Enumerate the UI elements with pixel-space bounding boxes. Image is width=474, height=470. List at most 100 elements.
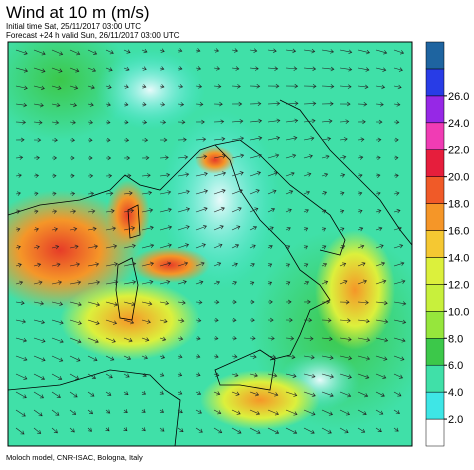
wind-arrow xyxy=(87,85,95,90)
colorbar-band xyxy=(425,95,445,124)
colorbar-band xyxy=(425,230,445,258)
wind-arrow xyxy=(285,48,297,54)
wind-arrow xyxy=(231,101,243,107)
wind-arrow xyxy=(177,372,183,377)
wind-arrow xyxy=(87,67,97,73)
wind-arrow xyxy=(141,155,150,161)
wind-arrow xyxy=(141,372,147,377)
wind-arrow xyxy=(15,155,24,160)
wind-arrow xyxy=(123,102,129,107)
wind-arrow xyxy=(177,66,183,71)
wind-arrow xyxy=(141,355,148,360)
wind-arrow xyxy=(231,262,238,267)
wind-arrow xyxy=(339,119,350,124)
title: Wind at 10 m (m/s) xyxy=(6,3,150,22)
wind-arrow xyxy=(303,409,316,416)
wind-arrow xyxy=(357,102,368,107)
wind-arrow xyxy=(303,355,315,360)
colorbar-label: 24.0 xyxy=(448,118,469,130)
wind-arrow xyxy=(87,191,95,196)
wind-arrow xyxy=(357,373,370,380)
wind-arrow xyxy=(87,173,94,179)
wind-arrow xyxy=(69,49,81,56)
wind-arrow xyxy=(285,227,291,232)
wind-arrow xyxy=(321,245,327,250)
wind-arrow xyxy=(33,209,39,214)
wind-arrow xyxy=(249,171,262,177)
wind-arrow xyxy=(213,101,223,107)
wind-arrow xyxy=(105,262,118,267)
wind-arrow xyxy=(339,244,346,250)
wind-arrow xyxy=(393,67,403,72)
wind-arrow xyxy=(159,409,164,413)
wind-arrow xyxy=(15,137,25,143)
wind-arrow xyxy=(69,85,79,90)
wind-arrow xyxy=(249,354,257,359)
wind-arrow xyxy=(15,85,28,90)
wind-arrow xyxy=(195,261,205,267)
wind-arrow xyxy=(357,49,371,55)
wind-arrow xyxy=(69,102,78,108)
wind-arrow xyxy=(285,118,299,124)
wind-arrow xyxy=(375,355,388,361)
wind-arrow xyxy=(357,427,366,433)
wind-arrow xyxy=(393,191,400,196)
wind-arrow xyxy=(321,172,329,178)
wind-arrow xyxy=(87,49,98,55)
wind-arrow xyxy=(195,154,208,159)
wind-arrow xyxy=(267,153,280,159)
wind-arrow xyxy=(123,391,129,396)
wind-arrow xyxy=(303,118,316,124)
wind-arrow xyxy=(15,227,21,232)
wind-arrow xyxy=(123,226,136,231)
wind-arrow xyxy=(69,319,82,325)
wind-arrow xyxy=(375,391,385,397)
wind-arrow xyxy=(177,225,190,231)
wind-arrow xyxy=(105,173,113,179)
wind-arrow xyxy=(231,225,241,231)
wind-arrow xyxy=(213,391,221,396)
initial-time: Initial time Sat, 25/11/2017 03:00 UTC xyxy=(6,22,141,31)
wind-arrow xyxy=(195,300,203,305)
wind-arrow xyxy=(393,301,407,306)
wind-arrow xyxy=(87,244,99,249)
wind-arrow xyxy=(33,409,43,417)
wind-arrow xyxy=(357,244,365,249)
wind-arrow xyxy=(123,261,137,267)
wind-arrow xyxy=(195,171,208,177)
wind-arrow xyxy=(141,243,155,249)
wind-arrow xyxy=(195,336,201,341)
wind-arrow xyxy=(195,66,202,71)
wind-arrow xyxy=(339,101,351,107)
wind-arrow xyxy=(321,427,332,434)
wind-arrow xyxy=(51,49,64,56)
wind-arrow xyxy=(15,427,25,435)
wind-arrow xyxy=(375,427,382,433)
wind-arrow xyxy=(285,208,292,213)
wind-arrow xyxy=(375,173,381,178)
map-frame xyxy=(7,41,413,447)
colorbar-label: 6.0 xyxy=(448,360,463,372)
wind-arrow xyxy=(375,119,383,125)
wind-arrow xyxy=(303,227,309,232)
wind-arrow xyxy=(105,137,111,143)
wind-arrow xyxy=(33,245,40,250)
wind-arrow xyxy=(123,319,135,325)
wind-arrow xyxy=(177,207,191,213)
wind-arrow xyxy=(231,84,241,89)
wind-arrow xyxy=(339,427,349,434)
wind-arrow xyxy=(249,66,259,71)
wind-arrow xyxy=(231,188,243,195)
wind-arrow xyxy=(15,120,27,125)
wind-arrow xyxy=(69,173,75,179)
wind-arrow xyxy=(123,173,132,178)
wind-arrow xyxy=(357,155,364,160)
wind-arrow xyxy=(15,263,22,268)
wind-arrow xyxy=(339,373,352,379)
wind-arrow xyxy=(15,319,27,324)
wind-arrow xyxy=(33,173,40,179)
wind-arrow xyxy=(375,67,387,72)
wind-arrow xyxy=(339,391,352,398)
wind-arrow xyxy=(285,299,292,305)
